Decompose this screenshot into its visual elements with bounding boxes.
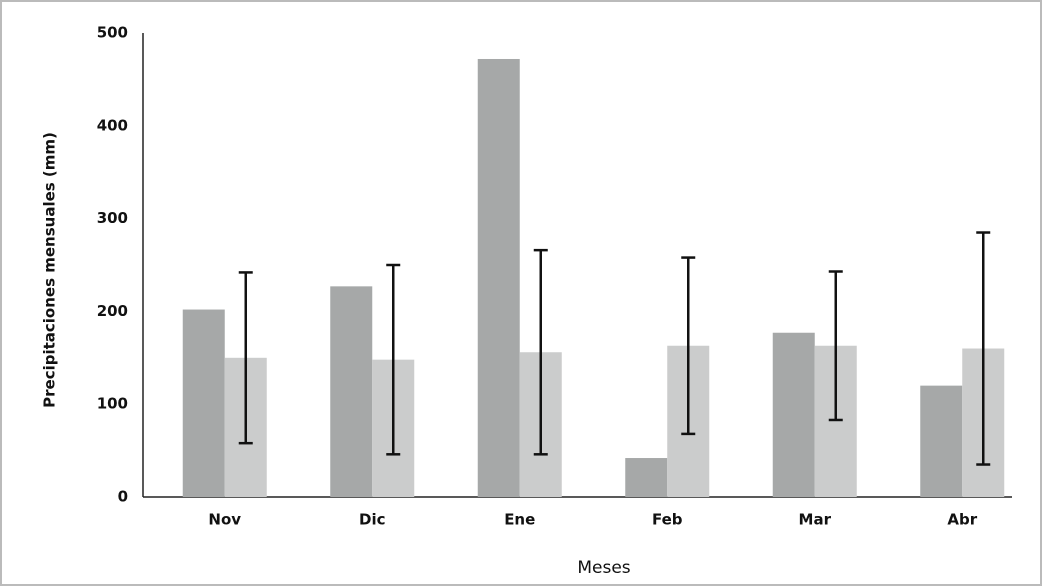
error-bar: [681, 256, 696, 436]
y-tick-label: 0: [118, 488, 128, 506]
y-axis-label: Precipitaciones mensuales (mm): [41, 132, 59, 408]
x-tick-label: Mar: [799, 511, 832, 529]
bar: [182, 309, 225, 497]
x-tick-label: Dic: [359, 511, 385, 529]
bar: [772, 332, 815, 497]
y-tick-label: 500: [97, 24, 128, 42]
y-tick-label: 400: [97, 116, 128, 134]
error-bar: [386, 263, 401, 456]
x-tick-label: Feb: [652, 511, 683, 529]
error-bar: [976, 231, 991, 466]
y-tick-label: 300: [97, 209, 128, 227]
error-bar: [828, 270, 843, 422]
bar: [330, 286, 373, 497]
x-tick-label: Ene: [504, 511, 535, 529]
error-bar: [238, 271, 253, 445]
bar: [625, 458, 668, 497]
bar: [920, 385, 963, 497]
y-tick-label: 100: [97, 395, 128, 413]
x-axis-label: Meses: [577, 558, 630, 578]
bar: [477, 58, 520, 497]
x-tick-label: Nov: [208, 511, 241, 529]
x-tick-label: Abr: [947, 511, 977, 529]
error-bar: [533, 248, 548, 456]
y-tick-label: 200: [97, 302, 128, 320]
